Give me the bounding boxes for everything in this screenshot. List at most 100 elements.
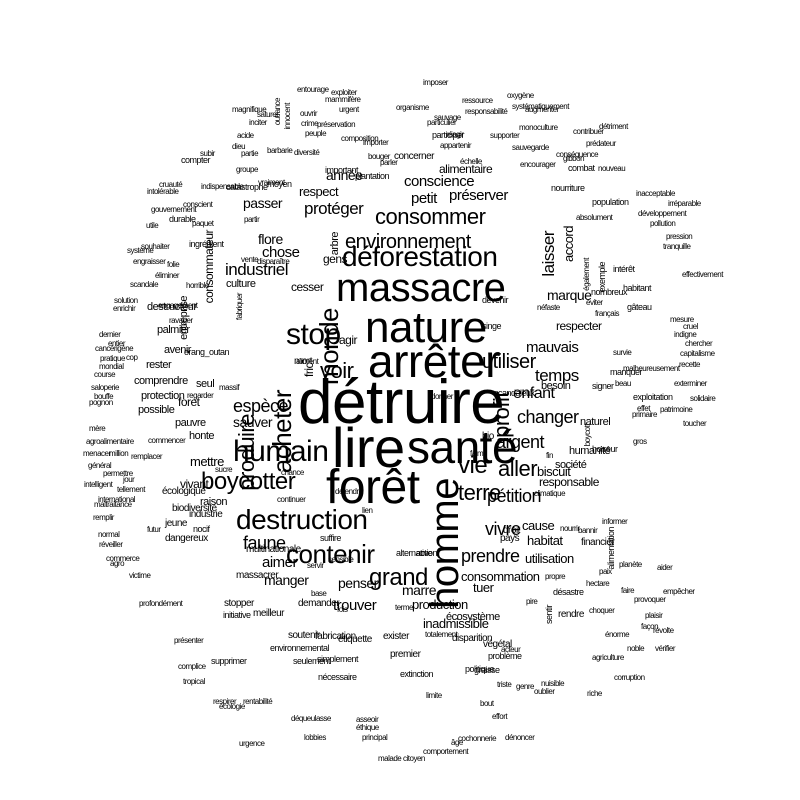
word-absolument: absolument <box>576 213 613 222</box>
word-continuer: continuer <box>277 495 306 504</box>
word-dequeulasse: déqueulasse <box>291 714 331 723</box>
word-egalement: également <box>582 258 591 291</box>
word-barbarie: barbarie <box>267 146 293 155</box>
word-planete: planète <box>619 560 642 569</box>
word-contribuer: contribuer <box>573 127 604 136</box>
word-asseoir: asseoir <box>356 715 379 724</box>
word-composition: composition <box>341 134 379 143</box>
word-revolte: révolte <box>653 626 674 635</box>
word-inadmissible: inadmissible <box>423 616 489 631</box>
word-alternative: alternative <box>396 548 433 558</box>
word-argent: argent <box>496 432 545 452</box>
word-plantation: plantation <box>355 171 390 181</box>
word-tropical: tropical <box>183 677 205 686</box>
word-sauvegarde: sauvegarde <box>512 143 549 152</box>
word-facon: façon <box>641 622 659 631</box>
word-financier: financier <box>581 537 615 548</box>
word-alimentaire: alimentaire <box>439 162 493 176</box>
word-cruaute: cruauté <box>159 180 183 189</box>
word-nature: nature <box>365 303 487 352</box>
word-remplacer: remplacer <box>131 452 163 461</box>
word-petition: pétition <box>487 486 542 506</box>
word-capitalisme: capitalisme <box>680 349 715 358</box>
word-eviter: éviter <box>586 298 603 307</box>
word-catastrophe: catastrophe <box>226 182 268 192</box>
word-genre: genre <box>516 682 534 691</box>
word-sensible: sensible <box>328 555 354 564</box>
word-durable: durable <box>169 214 196 224</box>
word-suffire: suffire <box>320 533 341 543</box>
word-industrie: industrie <box>189 509 223 520</box>
word-production: production <box>412 597 468 612</box>
word-agro: agro <box>110 559 125 568</box>
word-gibbon: gibbon <box>563 154 585 163</box>
word-subir: subir <box>200 149 215 158</box>
word-partir: partir <box>244 215 260 224</box>
word-dangereux: dangereux <box>165 533 208 544</box>
word-gens: gens <box>323 252 348 266</box>
word-exploitation: exploitation <box>633 392 673 402</box>
word-simplement: simplement <box>317 654 359 664</box>
word-preservation: préservation <box>317 120 356 129</box>
word-innocent: innocent <box>283 103 292 130</box>
word-gouvernement: gouvernement <box>151 205 197 214</box>
word-exterminer: exterminer <box>674 379 707 388</box>
word-intolerable: intolérable <box>147 187 179 196</box>
word-prendre: prendre <box>461 546 520 566</box>
word-petit: petit <box>411 190 437 207</box>
word-biodiversite: biodiversité <box>172 503 217 514</box>
word-respecter: respecter <box>556 319 602 333</box>
word-voir: voir <box>320 358 354 383</box>
word-augmenter: augmenter <box>525 105 559 114</box>
word-sauver: sauver <box>233 414 273 430</box>
word-pire: pire <box>526 597 538 606</box>
word-servir: servir <box>307 561 324 570</box>
word-beau: beau <box>615 379 631 388</box>
word-saturer: saturer <box>257 110 279 119</box>
word-plaisir: plaisir <box>645 611 663 620</box>
word-humain: humain <box>233 435 329 468</box>
word-solidaire: solidaire <box>690 394 716 403</box>
word-groupe: groupe <box>236 165 258 174</box>
word-folie: folie <box>167 260 180 269</box>
word-inacceptable: inacceptable <box>636 189 675 198</box>
word-faim: faim <box>470 449 484 458</box>
word-diversite: diversité <box>294 148 320 157</box>
word-irreparable: irréparable <box>668 199 701 208</box>
word-lobbies: lobbies <box>304 733 326 742</box>
word-ressource: ressource <box>462 96 493 105</box>
word-necessaire: nécessaire <box>318 672 357 682</box>
word-seulement: seulement <box>293 656 331 666</box>
word-disparaitre: disparaître <box>257 257 290 266</box>
word-pression: pression <box>666 232 693 241</box>
word-raison: raison <box>200 496 227 508</box>
word-proteger: protéger <box>304 199 364 218</box>
word-crime: crime <box>301 119 319 128</box>
word-detruire: détruire <box>298 368 505 437</box>
word-vivant: vivant <box>180 477 209 491</box>
word-possible: possible <box>138 404 175 416</box>
word-acteur: acteur <box>501 645 521 654</box>
word-solution: solution <box>114 296 138 305</box>
word-sante: santé <box>407 421 518 473</box>
word-particulier: particulier <box>427 118 457 127</box>
word-profondement: profondément <box>139 599 183 608</box>
word-terme: terme <box>395 603 413 612</box>
word-destructeur: destructeur <box>147 301 197 313</box>
word-chercher: chercher <box>685 339 713 348</box>
word-seul: seul <box>196 378 215 390</box>
word-conscience: conscience <box>404 173 475 190</box>
word-boycotter: boycotter <box>201 468 296 495</box>
word-destruction: destruction <box>236 504 368 535</box>
word-cancerigene: cancérigène <box>95 344 134 353</box>
word-mondial: mondial <box>99 362 124 371</box>
word-pays: pays <box>500 533 520 544</box>
word-jeune: jeune <box>165 518 187 529</box>
word-patrimoine: patrimoine <box>660 405 693 414</box>
word-intelligent: intelligent <box>84 480 113 489</box>
word-manquer: manquer <box>610 367 643 377</box>
word-comportement: comportement <box>423 747 469 756</box>
word-defendre: défendre <box>335 487 363 496</box>
word-encourager: encourager <box>520 160 556 169</box>
word-choquer: choquer <box>589 606 615 615</box>
